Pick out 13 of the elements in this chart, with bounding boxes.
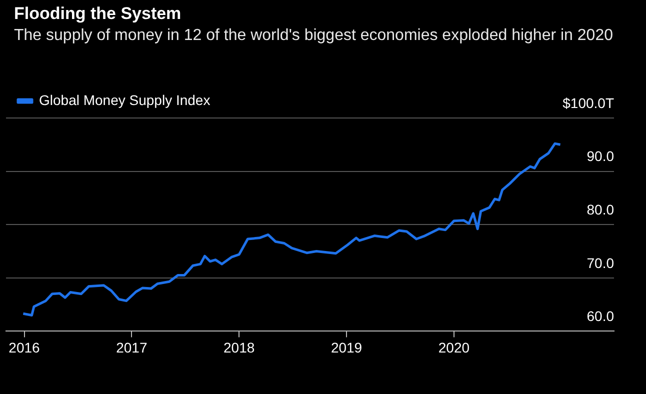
y-tick-label: $100.0T (562, 94, 614, 111)
y-tick-label: 70.0 (586, 254, 614, 271)
y-tick-label: 90.0 (586, 148, 614, 164)
chart-subtitle: The supply of money in 12 of the world's biggest economies exploded higher in 2020 (14, 26, 614, 46)
y-tick-label: 80.0 (586, 201, 614, 218)
x-tick-label: 2018 (224, 339, 255, 356)
y-tick-label: 60.0 (586, 308, 614, 324)
x-tick-label: 2017 (116, 339, 148, 356)
legend-label: Global Money Supply Index (39, 92, 210, 108)
x-tick-label: 2020 (438, 339, 470, 356)
x-tick-label: 2019 (330, 339, 362, 356)
x-tick-label: 2016 (8, 339, 40, 356)
chart-title: Flooding the System (14, 4, 182, 24)
